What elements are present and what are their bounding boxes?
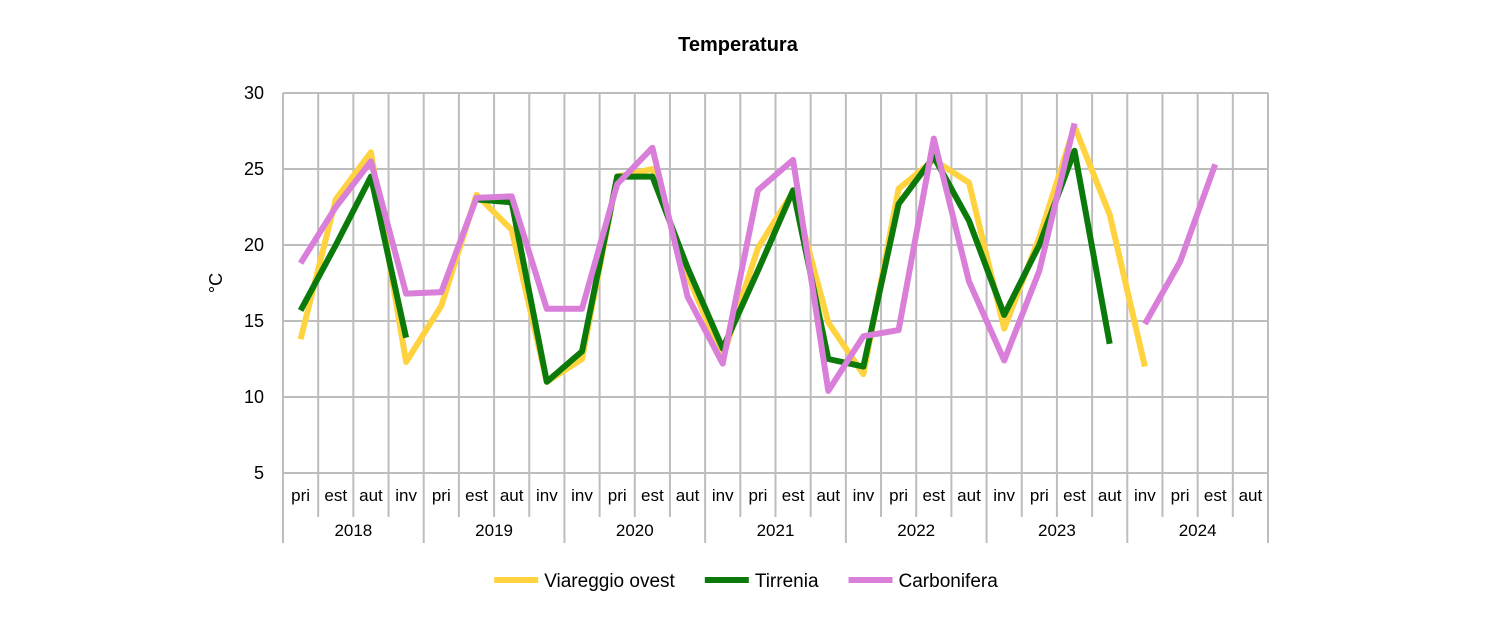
x-tick-label: aut [676,486,700,505]
x-tick-label: est [641,486,664,505]
x-tick-label: aut [1098,486,1122,505]
legend-item: Carbonifera [848,571,999,592]
x-tick-label: pri [1171,486,1190,505]
x-tick-label: aut [1239,486,1263,505]
x-tick-label: est [1204,486,1227,505]
legend-label: Carbonifera [899,571,999,592]
x-tick-label: inv [395,486,417,505]
y-axis-label: °C [206,273,226,293]
series-carbonifera [298,122,1219,394]
x-tick-label: inv [1134,486,1156,505]
y-tick-label: 20 [244,235,264,255]
x-tick-label: est [324,486,347,505]
x-tick-label: aut [359,486,383,505]
series-line [476,147,1113,385]
year-label: 2022 [897,521,935,540]
year-label: 2018 [334,521,372,540]
x-tick-label: est [782,486,805,505]
x-tick-label: pri [889,486,908,505]
x-tick-label: est [922,486,945,505]
x-tick-label: inv [536,486,558,505]
year-label: 2020 [616,521,654,540]
series-line [297,173,410,339]
x-tick-label: inv [712,486,734,505]
x-tick-label: pri [608,486,627,505]
x-tick-label: aut [957,486,981,505]
x-tick-label: inv [853,486,875,505]
x-tick-label: pri [748,486,767,505]
series-line [298,122,1078,394]
x-tick-label: pri [1030,486,1049,505]
legend-label: Viareggio ovest [544,571,675,592]
legend-item: Tirrenia [704,571,819,592]
x-tick-label: est [1063,486,1086,505]
y-tick-label: 10 [244,387,264,407]
y-tick-label: 30 [244,83,264,103]
x-tick-label: aut [500,486,524,505]
x-tick-label: pri [432,486,451,505]
series-lines [297,122,1219,394]
year-label: 2023 [1038,521,1076,540]
x-tick-label: inv [993,486,1015,505]
legend-label: Tirrenia [755,571,819,592]
x-tick-label: pri [291,486,310,505]
year-label: 2024 [1179,521,1217,540]
x-tick-label: aut [816,486,840,505]
legend-item: Viareggio ovest [494,571,676,592]
y-tick-label: 25 [244,159,264,179]
series-line [1142,163,1219,326]
legend: Viareggio ovest Tirrenia Carbonifera [494,571,998,592]
y-tick-label: 5 [254,463,264,483]
y-tick-label: 15 [244,311,264,331]
year-label: 2021 [757,521,795,540]
series-tirrenia [297,147,1113,385]
x-tick-label: est [465,486,488,505]
chart-title: Temperatura [678,34,799,56]
x-tick-label: inv [571,486,593,505]
year-label: 2019 [475,521,513,540]
